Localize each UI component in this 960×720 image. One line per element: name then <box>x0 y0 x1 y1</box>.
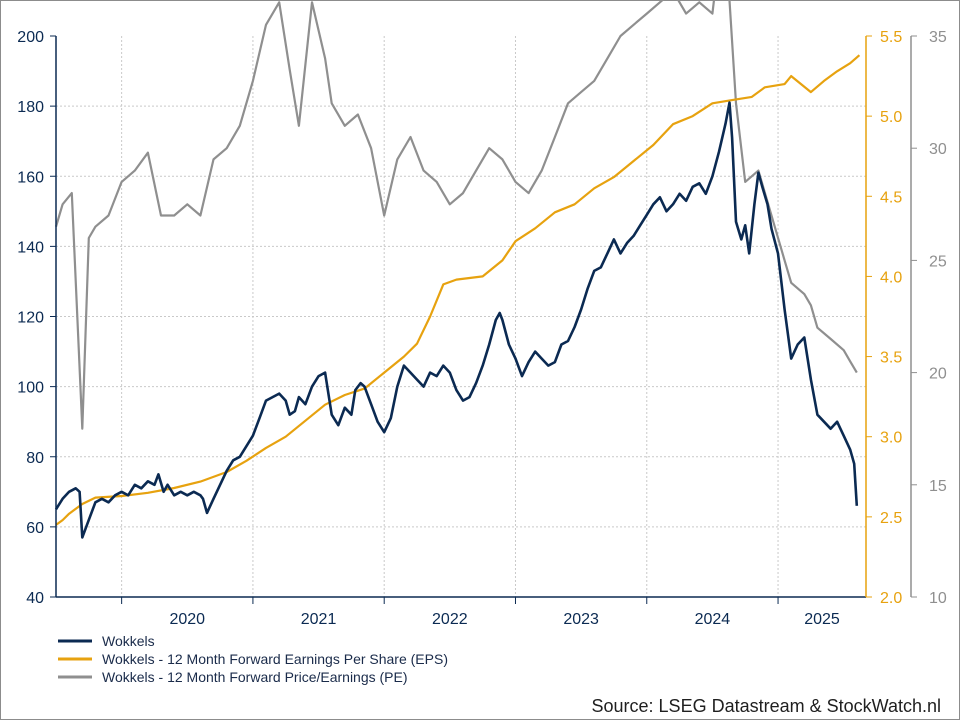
left-axis-tick-label: 160 <box>17 169 44 186</box>
x-axis-tick-label: 2025 <box>804 611 840 628</box>
right-pe-axis-tick-label: 35 <box>929 29 947 46</box>
x-axis-tick-label: 2021 <box>301 611 337 628</box>
legend-label: Wokkels <box>102 633 155 649</box>
right-pe-axis-tick-label: 15 <box>929 478 947 495</box>
legend-label: Wokkels - 12 Month Forward Earnings Per … <box>102 651 448 667</box>
right-eps-axis-tick-label: 3.0 <box>880 430 902 447</box>
left-axis-tick-label: 200 <box>17 29 44 46</box>
axes: 40 60 80 100 120 140 160 180 200 2020 2021 2022 2023… <box>17 29 947 628</box>
x-axis-tick-label: 2022 <box>432 611 468 628</box>
right-eps-axis-tick-label: 5.0 <box>880 109 902 126</box>
right-pe-axis-tick-label: 20 <box>929 366 947 383</box>
right-eps-axis-tick-label: 2.0 <box>880 590 902 607</box>
legend: Wokkels Wokkels - 12 Month Forward Earnin… <box>58 633 448 685</box>
series-lines <box>54 0 861 539</box>
series-line-wokkels-12-month-forward-price-earnings-pe <box>54 0 858 430</box>
left-axis-tick-label: 40 <box>26 590 44 607</box>
series-line-wokkels-12-month-forward-earnings-per-share-eps <box>55 54 861 526</box>
gridlines <box>56 36 866 597</box>
right-pe-axis-tick-label: 30 <box>929 141 947 158</box>
left-axis-tick-label: 120 <box>17 310 44 327</box>
right-eps-axis-tick-label: 5.5 <box>880 29 902 46</box>
left-axis-tick-label: 80 <box>26 450 44 467</box>
source-label: Source: LSEG Datastream & StockWatch.nl <box>592 696 941 716</box>
left-axis-tick-label: 100 <box>17 380 44 397</box>
legend-label: Wokkels - 12 Month Forward Price/Earning… <box>102 669 408 685</box>
right-eps-axis-tick-label: 3.5 <box>880 350 902 367</box>
right-pe-axis-tick-label: 10 <box>929 590 947 607</box>
left-axis-tick-label: 180 <box>17 99 44 116</box>
left-axis-tick-label: 60 <box>26 520 44 537</box>
right-eps-axis-tick-label: 2.5 <box>880 510 902 527</box>
x-axis-tick-label: 2020 <box>169 611 205 628</box>
right-pe-axis-tick-label: 25 <box>929 253 947 270</box>
right-eps-axis-tick-label: 4.5 <box>880 189 902 206</box>
series-line-wokkels <box>54 101 859 539</box>
left-axis-tick-label: 140 <box>17 239 44 256</box>
x-axis-tick-label: 2023 <box>563 611 599 628</box>
right-eps-axis-tick-label: 4.0 <box>880 269 902 286</box>
x-axis-tick-label: 2024 <box>695 611 731 628</box>
